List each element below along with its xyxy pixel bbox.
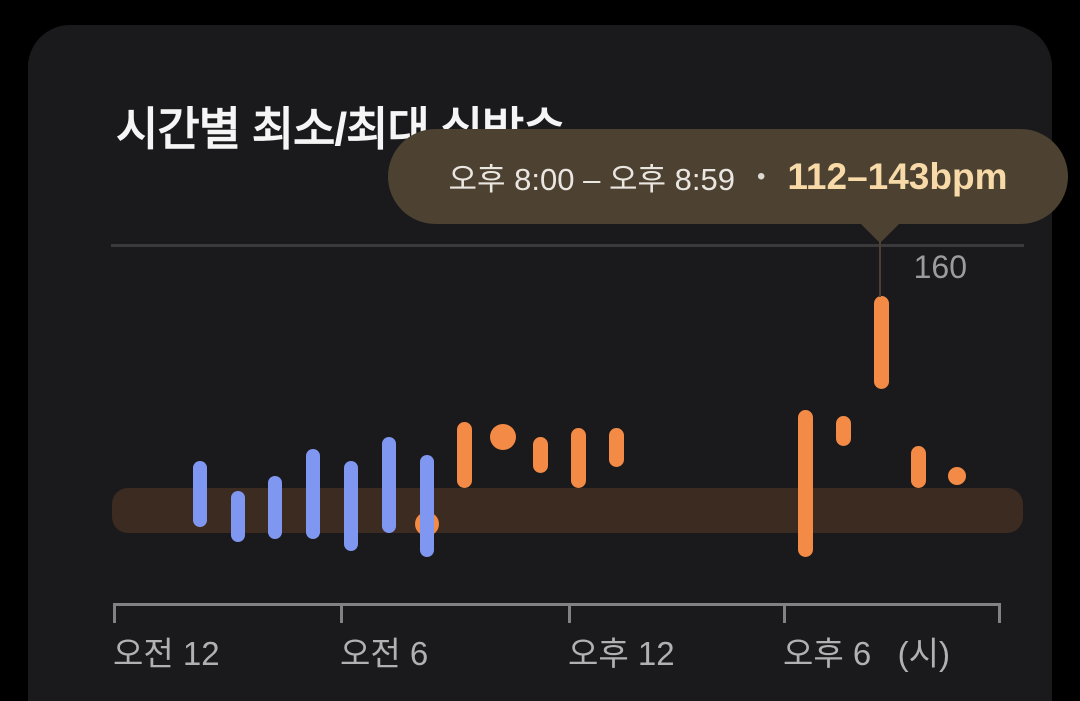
hr-range-bar[interactable]: [381, 437, 396, 533]
hr-range-bar[interactable]: [457, 422, 473, 488]
x-axis-tick: [568, 603, 571, 623]
x-axis-line: [113, 603, 1001, 606]
x-axis-label: 오후 6: [783, 635, 872, 672]
chart-bars: [28, 25, 1080, 701]
hr-range-bar-selected[interactable]: [873, 296, 889, 389]
y-gridline-160: [111, 244, 1024, 247]
selection-tooltip: 오후 8:00 – 오후 8:59 • 112–143bpm: [388, 129, 1068, 224]
tooltip-time-range: 오후 8:00 – 오후 8:59: [448, 162, 735, 197]
heart-rate-card: 시간별 최소/최대 심박수 160 오후 8:00 – 오후 8:59 • 11…: [28, 25, 1068, 701]
hr-range-bar[interactable]: [344, 461, 359, 551]
x-axis-tick: [783, 603, 786, 623]
hr-range-bar[interactable]: [419, 455, 434, 557]
y-axis-max-label: 160: [913, 249, 967, 285]
x-axis-label: 오전 6: [340, 635, 429, 672]
tooltip-pointer: [858, 221, 902, 243]
hr-range-bar[interactable]: [306, 449, 321, 539]
hr-range-bar[interactable]: [797, 410, 813, 557]
hr-range-bar[interactable]: [608, 428, 624, 467]
hr-range-bar[interactable]: [268, 476, 283, 539]
hr-range-bar[interactable]: [230, 491, 245, 542]
x-axis-label: 오전 12: [113, 635, 220, 672]
hr-range-bar[interactable]: [911, 446, 927, 488]
selected-bar-indicator-line: [879, 240, 881, 297]
hr-range-bar[interactable]: [532, 437, 548, 473]
resting-heart-rate-band: [112, 488, 1023, 533]
x-axis-tick: [998, 603, 1001, 623]
x-axis-label: 오후 12: [568, 635, 675, 672]
x-axis-unit-label: (시): [897, 635, 950, 672]
hr-range-bar[interactable]: [570, 428, 586, 488]
x-axis-tick: [113, 603, 116, 623]
hr-dot[interactable]: [489, 424, 516, 450]
hr-dot[interactable]: [947, 467, 966, 485]
hr-range-bar[interactable]: [192, 461, 207, 527]
x-axis-tick: [340, 603, 343, 623]
dot-separator: •: [756, 162, 766, 190]
hr-range-bar[interactable]: [835, 416, 851, 446]
tooltip-value: 112–143bpm: [787, 155, 1008, 197]
